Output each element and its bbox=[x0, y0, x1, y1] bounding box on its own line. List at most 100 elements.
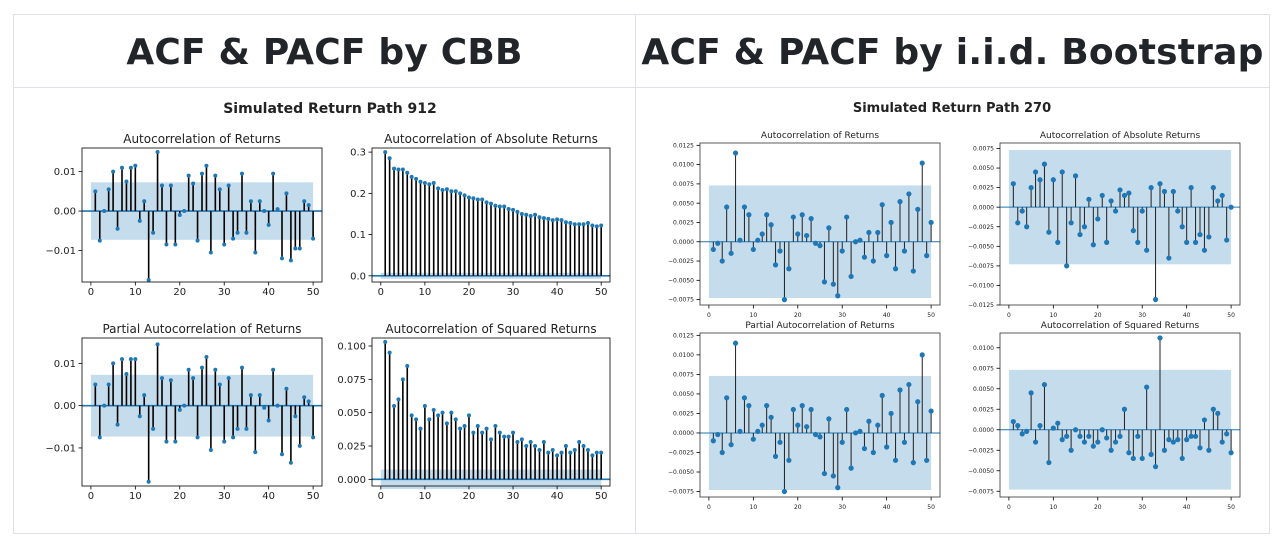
x-tick-label: 20 bbox=[463, 491, 476, 502]
stem-marker bbox=[1179, 455, 1185, 462]
stem-marker bbox=[568, 450, 573, 455]
stem-marker bbox=[1064, 263, 1070, 269]
stem-marker bbox=[293, 414, 298, 419]
subplot-title: Autocorrelation of Absolute Returns bbox=[384, 132, 598, 146]
stem-marker bbox=[155, 342, 160, 347]
stem-marker bbox=[737, 428, 743, 434]
x-tick-label: 10 bbox=[750, 504, 758, 511]
stem-marker bbox=[1166, 437, 1172, 443]
stem-marker bbox=[400, 167, 405, 172]
y-tick-label: 0.0050 bbox=[973, 386, 994, 393]
stem-marker bbox=[844, 406, 850, 413]
stem-marker bbox=[524, 212, 529, 217]
stem-marker bbox=[1059, 169, 1065, 175]
stem-marker bbox=[1201, 417, 1208, 423]
stem-marker bbox=[511, 430, 516, 435]
stem-marker bbox=[1095, 439, 1101, 445]
stem-marker bbox=[546, 216, 551, 221]
stem-marker bbox=[217, 382, 222, 387]
stem-marker bbox=[506, 207, 511, 212]
stem-marker bbox=[1139, 208, 1145, 214]
stem-marker bbox=[1015, 423, 1021, 429]
x-tick-label: 0 bbox=[1007, 312, 1011, 319]
stem-marker bbox=[1166, 255, 1172, 261]
stem-marker bbox=[755, 237, 761, 243]
x-tick-label: 0 bbox=[1007, 504, 1011, 511]
stem-marker bbox=[759, 231, 765, 237]
y-tick-label: 0.0075 bbox=[973, 365, 994, 372]
axes-frame bbox=[999, 332, 1241, 498]
stem-marker bbox=[142, 393, 147, 398]
y-tick-label: 0.0125 bbox=[673, 332, 694, 339]
stem-marker bbox=[124, 371, 129, 376]
x-tick-label: 30 bbox=[1138, 312, 1146, 319]
y-tick-label: −0.01 bbox=[45, 246, 76, 257]
stem-marker bbox=[821, 279, 828, 285]
stem-marker bbox=[728, 250, 734, 256]
y-tick-label: −0.01 bbox=[45, 443, 76, 454]
stem-marker bbox=[1175, 208, 1181, 214]
x-tick-label: 50 bbox=[595, 287, 608, 298]
pacf-returns-iid-plot: Partial Autocorrelation of Returns 0 10 20 3… bbox=[668, 321, 941, 511]
stem-marker bbox=[835, 485, 841, 491]
stem-marker bbox=[1024, 224, 1030, 230]
stem-marker bbox=[1215, 198, 1221, 204]
stem-marker bbox=[866, 418, 872, 424]
y-tick-label: 0.0075 bbox=[673, 181, 694, 188]
stem-marker bbox=[585, 448, 590, 452]
stem-marker bbox=[594, 450, 599, 455]
stem-marker bbox=[414, 176, 419, 181]
stem-marker bbox=[1192, 239, 1199, 245]
stem-marker bbox=[1081, 439, 1088, 445]
stem-marker bbox=[400, 377, 405, 382]
y-tick-label: 0.000 bbox=[337, 475, 366, 486]
stem-marker bbox=[422, 404, 427, 408]
x-tick-label: 10 bbox=[419, 287, 432, 298]
stem-marker bbox=[396, 167, 401, 172]
y-tick-label: −0.0025 bbox=[668, 450, 694, 457]
y-tick-label: 0.01 bbox=[54, 167, 76, 178]
stem-marker bbox=[804, 232, 810, 239]
stem-marker bbox=[244, 426, 249, 431]
stem-marker bbox=[235, 230, 240, 235]
stem-marker bbox=[764, 403, 770, 409]
stem-marker bbox=[1157, 181, 1163, 187]
stem-marker bbox=[533, 444, 538, 448]
stem-marker bbox=[257, 393, 262, 398]
stem-marker bbox=[177, 407, 182, 412]
stem-marker bbox=[493, 424, 498, 428]
stem-marker bbox=[852, 239, 859, 245]
stem-marker bbox=[480, 197, 485, 202]
stem-marker bbox=[195, 238, 200, 243]
x-tick-label: 20 bbox=[463, 287, 476, 298]
stem-marker bbox=[910, 268, 916, 274]
stem-marker bbox=[844, 214, 850, 220]
stem-marker bbox=[768, 222, 774, 228]
stem-marker bbox=[1175, 437, 1181, 443]
stem-marker bbox=[590, 453, 595, 458]
stem-marker bbox=[728, 442, 734, 448]
stem-marker bbox=[262, 209, 267, 214]
stem-marker bbox=[497, 430, 502, 435]
stem-marker bbox=[1090, 242, 1096, 248]
stem-marker bbox=[928, 408, 934, 414]
stem-marker bbox=[875, 422, 881, 428]
x-tick-label: 0 bbox=[88, 491, 94, 502]
stem-marker bbox=[182, 209, 187, 214]
stem-marker bbox=[288, 460, 293, 465]
stem-marker bbox=[852, 430, 859, 436]
stem-marker bbox=[253, 250, 258, 255]
stem-marker bbox=[502, 204, 507, 209]
pacf-returns-cbb-plot: Partial Autocorrelation of Returns 0 10 20 3… bbox=[45, 322, 323, 502]
acf-returns-iid-plot: Autocorrelation of Returns 0 10 20 30 40 50 −0.… bbox=[668, 131, 941, 319]
stem-marker bbox=[1188, 433, 1194, 439]
x-tick-label: 30 bbox=[507, 287, 520, 298]
stem-marker bbox=[1144, 247, 1150, 253]
stem-marker bbox=[750, 436, 756, 442]
stem-marker bbox=[226, 183, 231, 188]
stem-marker bbox=[497, 204, 502, 209]
stem-marker bbox=[746, 403, 752, 409]
stem-marker bbox=[1037, 423, 1043, 429]
x-tick-label: 10 bbox=[1050, 504, 1058, 511]
x-tick-label: 40 bbox=[1183, 312, 1191, 319]
